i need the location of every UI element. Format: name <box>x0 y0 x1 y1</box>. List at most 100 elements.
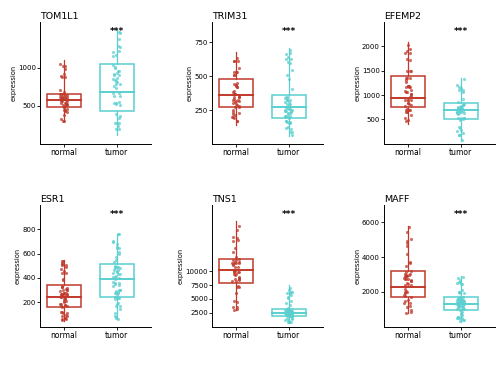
Point <box>230 304 237 310</box>
Point <box>407 91 415 97</box>
Point <box>283 290 291 296</box>
Point <box>235 103 243 109</box>
Point <box>116 90 124 96</box>
Point <box>284 119 292 125</box>
Point <box>235 98 243 104</box>
Point <box>116 36 124 42</box>
Point <box>288 298 296 304</box>
Point <box>57 73 65 79</box>
Point <box>282 104 290 110</box>
Point <box>59 118 67 124</box>
Point <box>62 94 70 100</box>
Point <box>402 107 410 113</box>
Point <box>287 288 295 294</box>
Point <box>230 111 237 117</box>
Point <box>403 251 411 257</box>
Point <box>58 95 66 101</box>
Point <box>284 97 292 103</box>
Point <box>458 281 466 287</box>
Point <box>230 81 238 87</box>
Point <box>236 104 244 110</box>
Point <box>284 317 292 323</box>
Point <box>110 259 118 265</box>
Point <box>405 102 413 108</box>
Point <box>286 106 294 112</box>
Point <box>61 108 69 114</box>
Point <box>282 310 290 316</box>
Point <box>63 106 71 112</box>
Point <box>288 309 296 315</box>
Point <box>56 294 64 300</box>
Point <box>112 52 120 58</box>
Point <box>456 303 464 309</box>
Point <box>407 102 415 108</box>
Point <box>402 89 410 95</box>
Point <box>234 269 242 275</box>
Point <box>63 109 71 115</box>
Point <box>232 290 240 296</box>
Point <box>404 281 412 287</box>
Point <box>230 261 237 267</box>
Text: ***: *** <box>282 27 296 36</box>
Point <box>454 295 462 301</box>
Point <box>233 55 241 61</box>
Point <box>230 69 237 75</box>
Point <box>404 297 412 303</box>
Point <box>406 270 414 276</box>
Point <box>58 261 66 267</box>
Point <box>453 297 461 303</box>
Point <box>458 137 466 143</box>
Point <box>407 294 415 300</box>
Point <box>115 115 123 121</box>
Point <box>232 271 240 277</box>
Point <box>56 288 64 294</box>
Point <box>282 118 290 124</box>
Text: ***: *** <box>110 27 124 36</box>
Point <box>287 308 295 314</box>
Point <box>456 110 464 116</box>
Point <box>454 82 462 88</box>
Point <box>460 290 468 296</box>
Point <box>406 307 414 313</box>
Point <box>58 91 66 97</box>
Point <box>230 73 238 79</box>
Point <box>402 90 410 95</box>
Point <box>234 58 242 64</box>
Point <box>64 303 72 309</box>
Point <box>61 95 69 101</box>
Point <box>453 315 461 321</box>
Point <box>288 107 296 113</box>
Point <box>281 108 289 114</box>
Point <box>60 95 68 101</box>
Point <box>234 264 242 270</box>
Point <box>407 91 415 97</box>
Point <box>460 295 468 301</box>
Point <box>286 57 294 62</box>
Point <box>56 87 64 93</box>
Point <box>114 300 122 306</box>
Point <box>114 68 122 74</box>
Point <box>460 108 468 114</box>
Point <box>230 88 238 94</box>
Point <box>115 99 123 105</box>
Point <box>232 102 240 108</box>
Point <box>406 260 413 266</box>
Point <box>57 294 65 300</box>
Point <box>288 86 296 92</box>
Point <box>114 295 122 301</box>
Point <box>60 291 68 297</box>
Point <box>56 94 64 100</box>
Point <box>111 313 119 319</box>
Point <box>458 303 466 309</box>
Point <box>285 106 293 112</box>
Point <box>282 51 290 57</box>
Point <box>230 267 238 273</box>
Point <box>110 294 118 299</box>
Point <box>400 300 408 306</box>
Point <box>232 278 240 284</box>
Point <box>400 275 408 281</box>
Point <box>109 62 117 68</box>
Point <box>114 251 122 257</box>
Point <box>116 303 124 309</box>
Point <box>114 75 122 80</box>
